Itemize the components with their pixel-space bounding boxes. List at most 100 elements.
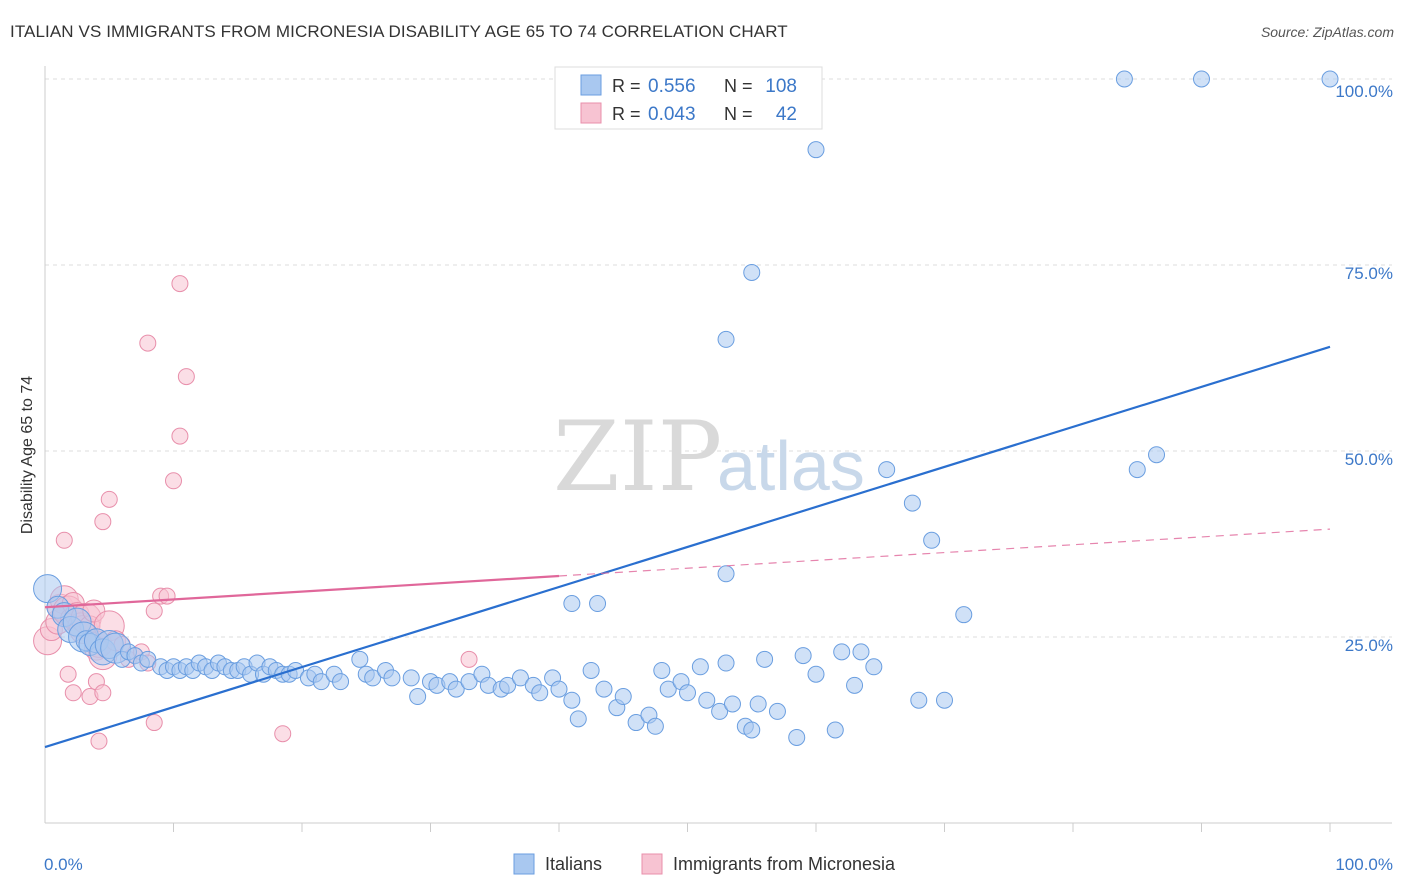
micronesia-point — [100, 490, 118, 508]
micronesia-point — [171, 427, 189, 445]
stats-legend-swatch — [580, 102, 602, 124]
italians-point — [852, 643, 870, 661]
italians-point — [723, 695, 741, 713]
italians-point — [768, 702, 786, 720]
italians-point — [878, 461, 896, 479]
r-value: 0.556 — [648, 76, 696, 97]
micronesia-point — [94, 684, 112, 702]
italians-point — [550, 680, 568, 698]
stats-legend: R = 0.556 N = 108 R = 0.043 N = 42 — [554, 66, 823, 130]
micronesia-point — [55, 531, 73, 549]
italians-point — [743, 721, 761, 739]
tick-labels: 25.0% 50.0% 75.0% 100.0% 0.0% 100.0% — [44, 82, 1393, 874]
y-tick-label: 100.0% — [1335, 82, 1393, 101]
n-value: 108 — [765, 76, 797, 97]
italians-point — [569, 710, 587, 728]
micronesia-point — [94, 513, 112, 531]
italians-point — [717, 565, 735, 583]
italians-point — [743, 263, 761, 281]
micronesia-point — [139, 334, 157, 352]
watermark-atlas: atlas — [717, 427, 865, 505]
italians-point — [1193, 70, 1210, 88]
micronesia-point — [158, 587, 176, 605]
legend-label-italians: Italians — [545, 854, 602, 874]
italians-point — [717, 654, 735, 672]
legend-swatch-micronesia — [641, 853, 663, 875]
italians-point — [903, 494, 921, 512]
italians-point — [582, 661, 600, 679]
italians-point — [826, 721, 844, 739]
italians-point — [807, 665, 825, 683]
italians-point — [955, 606, 973, 624]
chart-title: ITALIAN VS IMMIGRANTS FROM MICRONESIA DI… — [10, 22, 788, 41]
grid-lines — [45, 78, 1392, 638]
micronesia-trend-line — [44, 574, 560, 609]
italians-point — [788, 728, 806, 746]
r-value: 0.043 — [648, 104, 696, 125]
trend-lines — [44, 345, 1331, 749]
italians-point — [447, 680, 465, 698]
italians-point — [531, 684, 549, 702]
italians-point — [698, 691, 716, 709]
series-legend: Italians Immigrants from Micronesia — [513, 853, 896, 875]
micronesia-trend-extension — [558, 528, 1331, 577]
micronesia-point — [64, 684, 82, 702]
italians-point — [659, 680, 677, 698]
italians-point — [691, 658, 709, 676]
italians-point — [794, 647, 812, 665]
italians-point — [717, 330, 735, 348]
italians-point — [409, 688, 427, 706]
italians-point — [756, 650, 774, 668]
italians-point — [460, 673, 478, 691]
micronesia-point — [177, 368, 195, 386]
r-label: R = — [612, 104, 641, 124]
micronesia-point — [90, 732, 108, 750]
micronesia-point — [460, 650, 478, 668]
n-label: N = — [724, 76, 753, 96]
legend-label-micronesia: Immigrants from Micronesia — [673, 854, 896, 874]
italians-point — [1115, 70, 1133, 88]
italians-point — [563, 691, 581, 709]
micronesia-point — [171, 275, 189, 293]
micronesia-point — [145, 602, 163, 620]
legend-swatch-italians — [513, 853, 535, 875]
italians-point — [1148, 446, 1166, 464]
italians-point — [1128, 461, 1146, 479]
x-tick-label-max: 100.0% — [1335, 855, 1393, 874]
r-label: R = — [612, 76, 641, 96]
watermark: ZIP atlas — [553, 401, 865, 513]
source-label: Source: ZipAtlas.com — [1260, 24, 1394, 40]
italians-point — [936, 691, 953, 709]
italians-point — [511, 669, 529, 687]
italians-point — [833, 643, 851, 661]
italians-point — [589, 595, 607, 613]
italians-point — [865, 658, 883, 676]
italians-point — [402, 669, 420, 687]
n-label: N = — [724, 104, 753, 124]
italians-point — [383, 669, 401, 687]
micronesia-point — [145, 714, 163, 732]
italians-point — [351, 650, 369, 668]
axes — [44, 66, 1392, 832]
y-tick-label: 75.0% — [1345, 264, 1393, 283]
micronesia-point — [274, 725, 292, 743]
italians-point — [646, 717, 664, 735]
italians-point — [807, 141, 825, 159]
italians-point — [711, 702, 729, 720]
y-tick-label: 50.0% — [1345, 450, 1393, 469]
n-value: 42 — [776, 104, 797, 125]
italians-point — [1321, 70, 1339, 88]
stats-legend-swatch — [580, 74, 602, 96]
italians-point — [614, 688, 632, 706]
italians-point — [139, 650, 157, 668]
italians-point — [332, 673, 350, 691]
italians-point — [910, 691, 928, 709]
italians-point — [679, 684, 696, 702]
x-tick-label-min: 0.0% — [44, 855, 83, 874]
italians-point — [846, 676, 864, 694]
micronesia-point — [165, 472, 182, 490]
italians-points — [33, 70, 1339, 746]
italians-point — [923, 531, 941, 549]
italians-point — [627, 714, 645, 732]
italians-point — [595, 680, 613, 698]
